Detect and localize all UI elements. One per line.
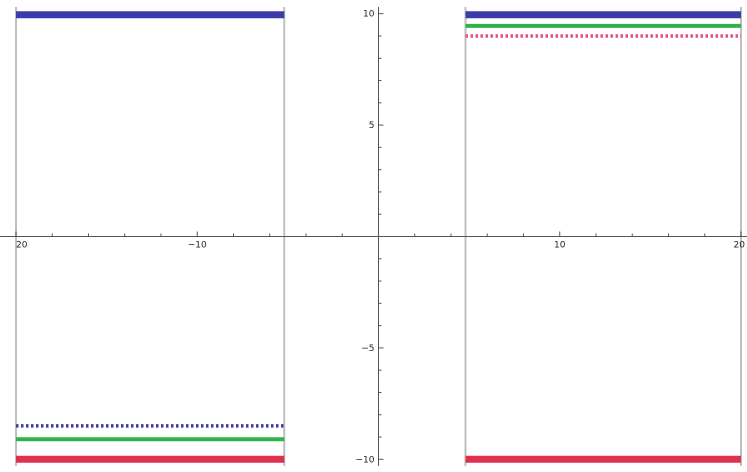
y-tick-label-4: −10 xyxy=(356,455,375,465)
y-tick-label-3: −5 xyxy=(361,344,374,354)
x-tick-label-3: 10 xyxy=(554,241,566,251)
x-tick-label-4: 20 xyxy=(734,241,746,251)
x-tick-label-1: 20 xyxy=(16,241,28,251)
axes xyxy=(0,7,747,466)
x-tick-label-2: −10 xyxy=(188,241,207,251)
series-group xyxy=(16,11,741,463)
tick-labels: 20 −10 10 20 10 5 −5 −10 xyxy=(16,10,745,466)
y-tick-label-2: 5 xyxy=(369,121,375,131)
tick-marks xyxy=(15,13,742,460)
y-tick-label-1: 10 xyxy=(363,10,375,20)
